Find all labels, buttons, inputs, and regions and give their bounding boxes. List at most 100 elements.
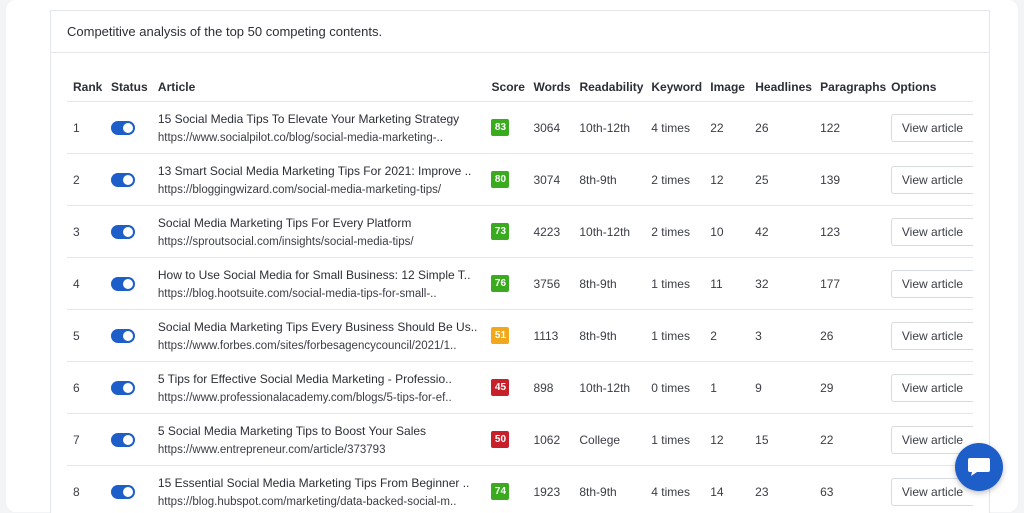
status-cell [110, 276, 158, 291]
article-title: 5 Social Media Marketing Tips to Boost Y… [157, 423, 427, 438]
status-cell [110, 328, 158, 343]
score-badge: 80 [491, 171, 510, 188]
headlines-cell: 25 [755, 172, 769, 187]
rank-cell: 4 [73, 276, 80, 291]
headlines-cell: 42 [755, 224, 769, 239]
article-url[interactable]: https://www.entrepreneur.com/article/373… [157, 443, 386, 456]
score-cell: 73 [491, 223, 533, 240]
toggle-knob [122, 174, 133, 185]
chat-button[interactable] [955, 443, 1003, 491]
table-row: 6 5 Tips for Effective Social Media Mark… [67, 362, 973, 414]
status-toggle[interactable] [110, 432, 135, 447]
status-cell [110, 172, 158, 187]
headlines-cell: 15 [755, 432, 769, 447]
article-cell: Social Media Marketing Tips For Every Pl… [158, 216, 492, 248]
rank-cell: 5 [73, 328, 80, 343]
article-cell: Social Media Marketing Tips Every Busine… [158, 320, 492, 352]
rank-cell: 2 [73, 172, 80, 187]
keyword-cell: 1 times [651, 276, 690, 291]
image-cell: 2 [710, 328, 717, 343]
table-row: 7 5 Social Media Marketing Tips to Boost… [67, 414, 973, 466]
col-header-image[interactable]: Image [710, 80, 745, 94]
image-cell: 14 [710, 484, 724, 499]
rank-cell: 7 [73, 432, 80, 447]
col-header-words[interactable]: Words [533, 80, 571, 94]
article-cell: 5 Tips for Effective Social Media Market… [158, 372, 492, 404]
paragraphs-cell: 139 [820, 172, 841, 187]
status-toggle[interactable] [110, 328, 135, 343]
rank-cell: 1 [73, 120, 80, 135]
col-header-readability[interactable]: Readability [579, 80, 644, 94]
status-cell [110, 120, 158, 135]
status-toggle[interactable] [110, 120, 135, 135]
col-header-headlines[interactable]: Headlines [755, 80, 812, 94]
headlines-cell: 23 [755, 484, 769, 499]
col-header-status[interactable]: Status [110, 80, 148, 94]
status-cell [110, 224, 158, 239]
keyword-cell: 4 times [651, 484, 690, 499]
status-cell [110, 432, 158, 447]
article-url[interactable]: https://sproutsocial.com/insights/social… [157, 235, 414, 248]
article-url[interactable]: https://bloggingwizard.com/social-media-… [157, 183, 442, 196]
image-cell: 11 [710, 276, 723, 291]
words-cell: 3756 [533, 276, 561, 291]
score-badge: 50 [491, 431, 510, 448]
status-toggle[interactable] [110, 224, 135, 239]
view-article-button[interactable]: View article [890, 217, 973, 246]
words-cell: 3074 [533, 172, 561, 187]
status-toggle[interactable] [110, 484, 135, 499]
headlines-cell: 3 [755, 328, 762, 343]
keyword-cell: 1 times [651, 432, 690, 447]
paragraphs-cell: 122 [820, 120, 841, 135]
article-url[interactable]: https://blog.hubspot.com/marketing/data-… [157, 495, 457, 508]
rank-cell: 8 [73, 484, 80, 499]
article-cell: 15 Essential Social Media Marketing Tips… [158, 476, 492, 508]
image-cell: 10 [710, 224, 724, 239]
options-cell: View article [890, 425, 973, 454]
competitor-table: Rank Status Article Score Words Readabil… [67, 73, 973, 513]
status-toggle[interactable] [110, 380, 135, 395]
table-row: 1 15 Social Media Tips To Elevate Your M… [67, 102, 973, 154]
view-article-button[interactable]: View article [890, 269, 973, 298]
article-url[interactable]: https://www.professionalacademy.com/blog… [157, 391, 452, 404]
readability-cell: 8th-9th [579, 276, 617, 291]
readability-cell: 8th-9th [579, 172, 617, 187]
keyword-cell: 2 times [651, 172, 690, 187]
col-header-rank[interactable]: Rank [73, 80, 103, 94]
paragraphs-cell: 123 [820, 224, 841, 239]
paragraphs-cell: 63 [820, 484, 834, 499]
toggle-knob [122, 486, 133, 497]
score-cell: 80 [491, 171, 533, 188]
paragraphs-cell: 177 [820, 276, 841, 291]
col-header-article[interactable]: Article [157, 80, 196, 94]
article-url[interactable]: https://blog.hootsuite.com/social-media-… [157, 287, 437, 300]
view-article-button[interactable]: View article [890, 321, 973, 350]
readability-cell: 8th-9th [579, 484, 617, 499]
view-article-button[interactable]: View article [890, 113, 973, 142]
keyword-cell: 0 times [651, 380, 690, 395]
status-cell [110, 484, 158, 499]
view-article-button[interactable]: View article [890, 425, 973, 454]
score-cell: 76 [491, 275, 533, 292]
view-article-button[interactable]: View article [890, 477, 973, 506]
table-row: 5 Social Media Marketing Tips Every Busi… [67, 310, 973, 362]
analysis-card: Competitive analysis of the top 50 compe… [50, 10, 990, 513]
page-background: Competitive analysis of the top 50 compe… [6, 0, 1018, 513]
article-cell: 5 Social Media Marketing Tips to Boost Y… [158, 424, 492, 456]
col-header-paragraphs[interactable]: Paragraphs [820, 80, 887, 94]
col-header-score[interactable]: Score [491, 80, 525, 94]
toggle-knob [122, 330, 133, 341]
paragraphs-cell: 26 [820, 328, 834, 343]
article-url[interactable]: https://www.forbes.com/sites/forbesagenc… [157, 339, 457, 352]
article-title: 13 Smart Social Media Marketing Tips For… [157, 163, 472, 178]
status-toggle[interactable] [110, 172, 135, 187]
view-article-button[interactable]: View article [890, 165, 973, 194]
col-header-keyword[interactable]: Keyword [651, 80, 703, 94]
article-title: Social Media Marketing Tips For Every Pl… [157, 215, 412, 230]
headlines-cell: 32 [755, 276, 769, 291]
view-article-button[interactable]: View article [890, 373, 973, 402]
score-badge: 83 [491, 119, 510, 136]
article-url[interactable]: https://www.socialpilot.co/blog/social-m… [157, 131, 443, 144]
image-cell: 22 [710, 120, 724, 135]
status-toggle[interactable] [110, 276, 135, 291]
